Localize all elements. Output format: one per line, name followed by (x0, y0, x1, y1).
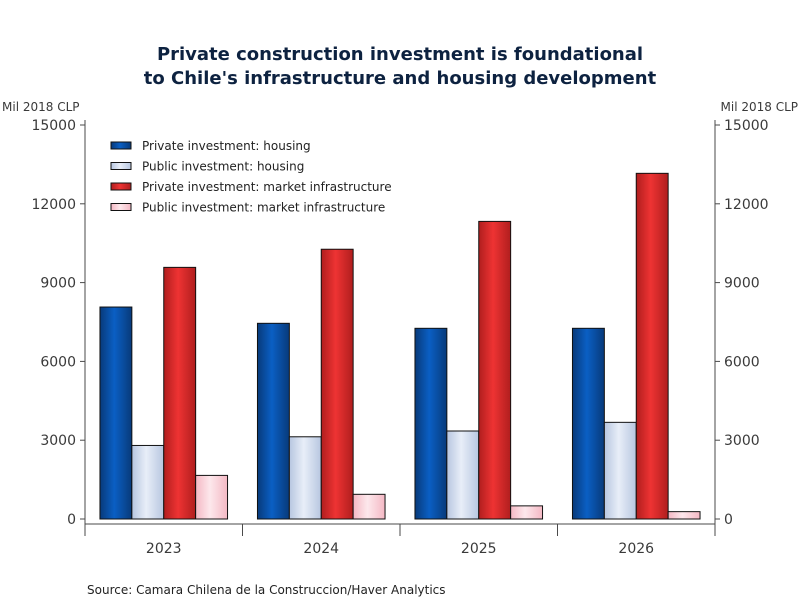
x-tick-label: 2025 (461, 541, 497, 557)
bar-2025-series-0 (414, 327, 448, 520)
right-y-tick-label: 0 (724, 512, 733, 528)
bar-2026-series-3 (667, 511, 701, 520)
bar-2024-series-1 (288, 436, 322, 520)
legend-swatch (110, 203, 132, 211)
left-y-tick-label: 0 (67, 512, 76, 528)
bar-2024-series-3 (352, 493, 386, 520)
bar-2024-series-2 (320, 248, 354, 520)
axes: 0 0 3000 3000 6000 6000 9000 9000 12000 12000 1500… (31, 118, 769, 536)
bar-2026-series-2 (635, 172, 669, 520)
bar-2025-series-1 (446, 430, 480, 520)
legend-swatch (110, 141, 132, 150)
right-axis-unit-label: Mil 2018 CLP (721, 100, 799, 114)
bar-2023-series-1 (131, 444, 165, 520)
bars (99, 172, 701, 520)
bar-2023-series-0 (99, 306, 133, 520)
legend-label: Private investment: market infrastructur… (142, 180, 392, 194)
left-y-tick-label: 15000 (31, 118, 76, 134)
right-y-tick-label: 12000 (724, 197, 769, 213)
chart-title-line-2: to Chile's infrastructure and housing de… (144, 68, 657, 89)
right-y-tick-label: 3000 (724, 433, 760, 449)
bar-2024-series-0 (256, 322, 290, 520)
x-tick-label: 2026 (618, 541, 654, 557)
bar-2023-series-2 (163, 266, 197, 520)
legend: Private investment: housing Public invest… (110, 139, 392, 215)
legend-label: Public investment: market infrastructure (142, 201, 385, 215)
bar-2026-series-1 (603, 421, 637, 520)
right-y-tick-label: 15000 (724, 118, 769, 134)
legend-label: Private investment: housing (142, 139, 311, 153)
left-y-tick-label: 3000 (40, 433, 76, 449)
legend-swatch (110, 182, 132, 191)
legend-swatch (110, 162, 132, 170)
left-y-tick-label: 12000 (31, 197, 76, 213)
source-note: Source: Camara Chilena de la Construccio… (87, 583, 446, 597)
chart-title-line-1: Private construction investment is found… (157, 44, 643, 65)
x-tick-labels: 2023 2024 2025 2026 (146, 541, 654, 557)
left-axis-unit-label: Mil 2018 CLP (2, 100, 80, 114)
x-tick-label: 2023 (146, 541, 182, 557)
right-y-tick-label: 6000 (724, 354, 760, 370)
bar-2025-series-3 (510, 505, 544, 520)
left-y-tick-label: 6000 (40, 354, 76, 370)
bar-2026-series-0 (571, 327, 605, 520)
right-y-tick-label: 9000 (724, 276, 760, 292)
x-tick-label: 2024 (303, 541, 339, 557)
legend-label: Public investment: housing (142, 160, 304, 174)
left-y-tick-label: 9000 (40, 276, 76, 292)
bar-2023-series-3 (195, 474, 229, 520)
bar-2025-series-2 (478, 220, 512, 520)
